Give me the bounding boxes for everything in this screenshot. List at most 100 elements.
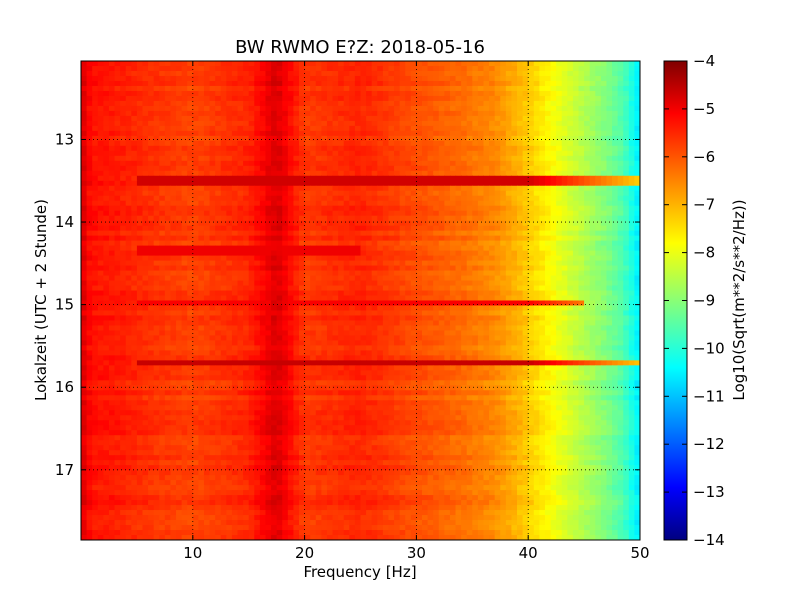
heatmap-cell [528,130,535,137]
heatmap-cell [360,165,367,172]
heatmap-cell [366,300,373,307]
heatmap-cell [399,125,406,132]
heatmap-cell [159,125,166,132]
heatmap-cell [243,255,250,262]
heatmap-cell [466,95,473,102]
heatmap-cell [148,100,155,107]
heatmap-cell [159,305,166,312]
heatmap-cell [556,200,563,207]
heatmap-cell [399,140,406,147]
heatmap-cell [310,180,317,187]
heatmap-cell [170,110,177,117]
heatmap-cell [97,85,104,92]
heatmap-cell [125,180,132,187]
heatmap-cell [326,115,334,122]
heatmap-cell [606,260,613,267]
heatmap-cell [438,140,445,147]
heatmap-cell [293,165,300,172]
heatmap-cell [455,185,462,192]
heatmap-cell [243,205,250,212]
heatmap-cell [354,190,362,197]
heatmap-cell [472,105,479,112]
heatmap-cell [92,70,99,77]
heatmap-cell [304,95,311,102]
heatmap-cell [343,135,350,142]
heatmap-cell [125,175,132,182]
heatmap-cell [399,190,406,197]
heatmap-cell [120,170,127,177]
heatmap-cell [421,235,429,242]
heatmap-cell [477,120,485,127]
heatmap-cell [500,240,507,247]
heatmap-cell [477,65,485,72]
heatmap-cell [164,155,172,162]
heatmap-cell [159,90,166,97]
heatmap-cell [237,70,244,77]
heatmap-cell [388,285,395,292]
heatmap-cell [293,90,300,97]
heatmap-cell [215,125,222,132]
heatmap-cell [203,155,211,162]
heatmap-cell [606,265,613,272]
heatmap-cell [304,295,311,302]
heatmap-cell [231,250,239,257]
heatmap-cell [192,130,199,137]
heatmap-cell [628,115,636,122]
heatmap-cell [416,105,423,112]
heatmap-cell [366,61,373,67]
heatmap-cell [494,100,501,107]
heatmap-cell [354,270,362,277]
heatmap-cell [181,275,188,282]
heatmap-cell [550,140,557,147]
heatmap-cell [360,120,367,127]
heatmap-cell [394,135,401,142]
heatmap-cell [489,90,496,97]
heatmap-cell [517,170,524,177]
heatmap-cell [92,150,99,157]
heatmap-cell [421,170,429,177]
heatmap-cell [617,195,624,202]
heatmap-cell [237,80,244,87]
heatmap-cell [282,160,289,167]
heatmap-cell [215,120,222,127]
heatmap-cell [131,135,138,142]
heatmap-cell [192,300,199,307]
heatmap-cell [108,185,116,192]
heatmap-cell [589,210,596,217]
heatmap-cell [399,200,406,207]
heatmap-cell [388,175,395,182]
heatmap-cell [92,260,99,267]
heatmap-cell [226,75,233,82]
heatmap-cell [371,125,378,132]
heatmap-cell [539,245,546,252]
heatmap-cell [114,205,121,212]
heatmap-cell [248,160,255,167]
heatmap-cell [338,110,345,117]
heatmap-cell [215,145,222,152]
heatmap-cell [455,225,462,232]
heatmap-cell [494,85,501,92]
heatmap-cell [377,140,384,147]
heatmap-cell [181,225,188,232]
heatmap-cell [332,250,339,257]
heatmap-cell [97,100,104,107]
heatmap-cell [248,95,255,102]
heatmap-cell [528,100,535,107]
heatmap-cell [159,155,166,162]
heatmap-cell [489,70,496,77]
heatmap-cell [349,120,356,127]
heatmap-cell [299,285,306,292]
heatmap-cell [92,165,99,172]
heatmap-cell [612,135,619,142]
heatmap-cell [231,135,239,142]
heatmap-cell [405,300,412,307]
heatmap-cell [461,145,468,152]
heatmap-cell [164,145,172,152]
heatmap-cell [321,210,328,217]
heatmap-cell [343,270,350,277]
heatmap-cell [410,70,417,77]
heatmap-cell [477,130,485,137]
heatmap-cell [561,255,568,262]
heatmap-cell [517,225,524,232]
heatmap-cell [623,105,630,112]
